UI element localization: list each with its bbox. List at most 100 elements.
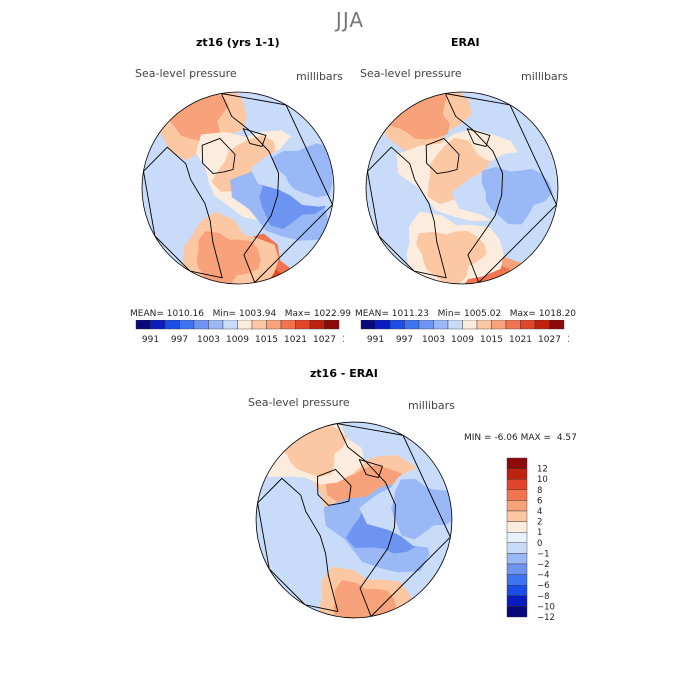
- colorbar-swatch: [506, 489, 528, 501]
- colorbar-swatch: [433, 320, 449, 330]
- colorbar-swatch: [237, 320, 253, 330]
- colorbar-swatch: [222, 320, 238, 330]
- panel3-max-value: 4.57: [556, 433, 577, 443]
- panel1-title: zt16 (yrs 1-1): [196, 36, 280, 49]
- panel3-units-label: millibars: [408, 399, 455, 412]
- coastline-greenland: [201, 137, 236, 175]
- coastline-scandinavia: [358, 459, 383, 479]
- colorbar-swatch: [418, 320, 434, 330]
- colorbar-swatch: [179, 320, 195, 330]
- colorbar-swatch: [150, 320, 166, 330]
- colorbar-swatch: [309, 320, 325, 330]
- map-boundary: [365, 91, 559, 285]
- colorbar-swatch: [447, 320, 463, 330]
- colorbar-swatch: [164, 320, 180, 330]
- coastline-north-america: [143, 146, 223, 279]
- coastline-greenland: [425, 137, 460, 175]
- colorbar-tick-label: 1003: [422, 335, 445, 345]
- colorbar-swatch: [324, 320, 340, 330]
- colorbar-swatch: [506, 479, 528, 491]
- panel1-max-label: Max=: [284, 309, 311, 319]
- map-boundary: [141, 91, 335, 285]
- colorbar-tick-label: 12: [537, 465, 548, 475]
- panel3-max-label: MAX =: [520, 433, 552, 443]
- colorbar-swatch: [266, 320, 282, 330]
- panel2-mean-label: MEAN=: [355, 309, 389, 319]
- colorbar-swatch: [506, 542, 528, 554]
- panel1-min-label: Min=: [212, 309, 237, 319]
- panel2-variable-label: Sea-level pressure: [360, 67, 462, 80]
- coastline-scandinavia: [242, 128, 267, 147]
- region-eurasia-negative: [391, 478, 452, 540]
- panel2-min-value: 1005.02: [463, 309, 502, 319]
- colorbar-swatch: [491, 320, 507, 330]
- colorbar-swatch: [506, 563, 528, 575]
- colorbar-tick-label: 1021: [509, 335, 532, 345]
- colorbar-tick-label: 1009: [226, 335, 249, 345]
- colorbar-swatch: [549, 320, 565, 330]
- colorbar-tick-label: 1027: [538, 335, 561, 345]
- panel3-min-label: MIN =: [464, 433, 492, 443]
- colorbar-tick-label: −1: [537, 549, 550, 559]
- colorbar-tick-label: 8: [537, 486, 542, 496]
- colorbar-swatch: [506, 595, 528, 607]
- colorbar-swatch: [360, 320, 376, 330]
- panel2-colorbar: 991 997 1003 1009 1015 1021 1027 1033: [360, 320, 569, 345]
- colorbar-swatch: [462, 320, 478, 330]
- panel1-variable-label: Sea-level pressure: [135, 67, 237, 80]
- colorbar-tick-label: 2: [537, 518, 542, 528]
- colorbar-tick-label: 4: [537, 507, 542, 517]
- colorbar-tick-label: 1: [537, 528, 542, 538]
- region-siberian-low: [481, 166, 553, 225]
- panel1-stats: MEAN= 1010.16 Min= 1003.94 Max= 1022.99: [130, 309, 351, 319]
- colorbar-tick-label: 997: [396, 335, 413, 345]
- panel1-colorbar: 991 997 1003 1009 1015 1021 1027 1033: [135, 320, 344, 345]
- colorbar-swatch: [476, 320, 492, 330]
- colorbar-tick-label: 6: [537, 496, 542, 506]
- colorbar-tick-label: 991: [367, 335, 384, 345]
- colorbar-tick-label: 1003: [197, 335, 220, 345]
- colorbar-swatch: [506, 574, 528, 586]
- panel1-polar-map: [141, 91, 335, 285]
- colorbar-tick-label: 1015: [480, 335, 503, 345]
- panel3-title: zt16 - ERAI: [310, 367, 378, 380]
- region-pacific-positive: [333, 580, 397, 618]
- colorbar-tick-label: 1027: [313, 335, 336, 345]
- colorbar-tick-label: 1021: [284, 335, 307, 345]
- panel3-min-value: -6.06: [494, 433, 518, 443]
- panel3-polar-map: [255, 421, 453, 619]
- colorbar-swatch: [506, 510, 528, 522]
- coastline-north-america: [257, 477, 339, 613]
- panel2-min-label: Min=: [437, 309, 462, 319]
- panel2-stats: MEAN= 1011.23 Min= 1005.02 Max= 1018.20: [355, 309, 576, 319]
- colorbar-swatch: [506, 553, 528, 565]
- panel3-stats: MIN = -6.06 MAX = 4.57: [464, 433, 577, 443]
- coastline-greenland: [317, 468, 352, 506]
- panel2-max-value: 1018.20: [538, 309, 577, 319]
- colorbar-swatch: [295, 320, 311, 330]
- panel3-variable-label: Sea-level pressure: [248, 396, 350, 409]
- panel2-polar-map: [365, 91, 559, 285]
- colorbar-swatch: [389, 320, 405, 330]
- season-title: JJA: [335, 8, 365, 32]
- panel2-title: ERAI: [451, 36, 480, 49]
- colorbar-swatch: [506, 457, 528, 469]
- colorbar-swatch: [135, 320, 151, 330]
- map-boundary: [255, 421, 453, 619]
- panel1-min-value: 1003.94: [238, 309, 277, 319]
- colorbar-swatch: [506, 500, 528, 512]
- colorbar-swatch: [251, 320, 267, 330]
- panel1-mean-value: 1010.16: [166, 309, 204, 319]
- colorbar-tick-label: −10: [537, 602, 555, 612]
- colorbar-swatch: [193, 320, 209, 330]
- colorbar-tick-label: −12: [537, 613, 555, 623]
- colorbar-tick-label: 1015: [255, 335, 278, 345]
- coastline-scandinavia: [466, 128, 491, 147]
- panel2-units-label: millibars: [521, 70, 568, 83]
- colorbar-swatch: [506, 606, 528, 618]
- panel2-mean-value: 1011.23: [391, 309, 429, 319]
- colorbar-swatch: [506, 468, 528, 480]
- region-azores-high: [380, 92, 450, 140]
- panel2-max-label: Max=: [509, 309, 536, 319]
